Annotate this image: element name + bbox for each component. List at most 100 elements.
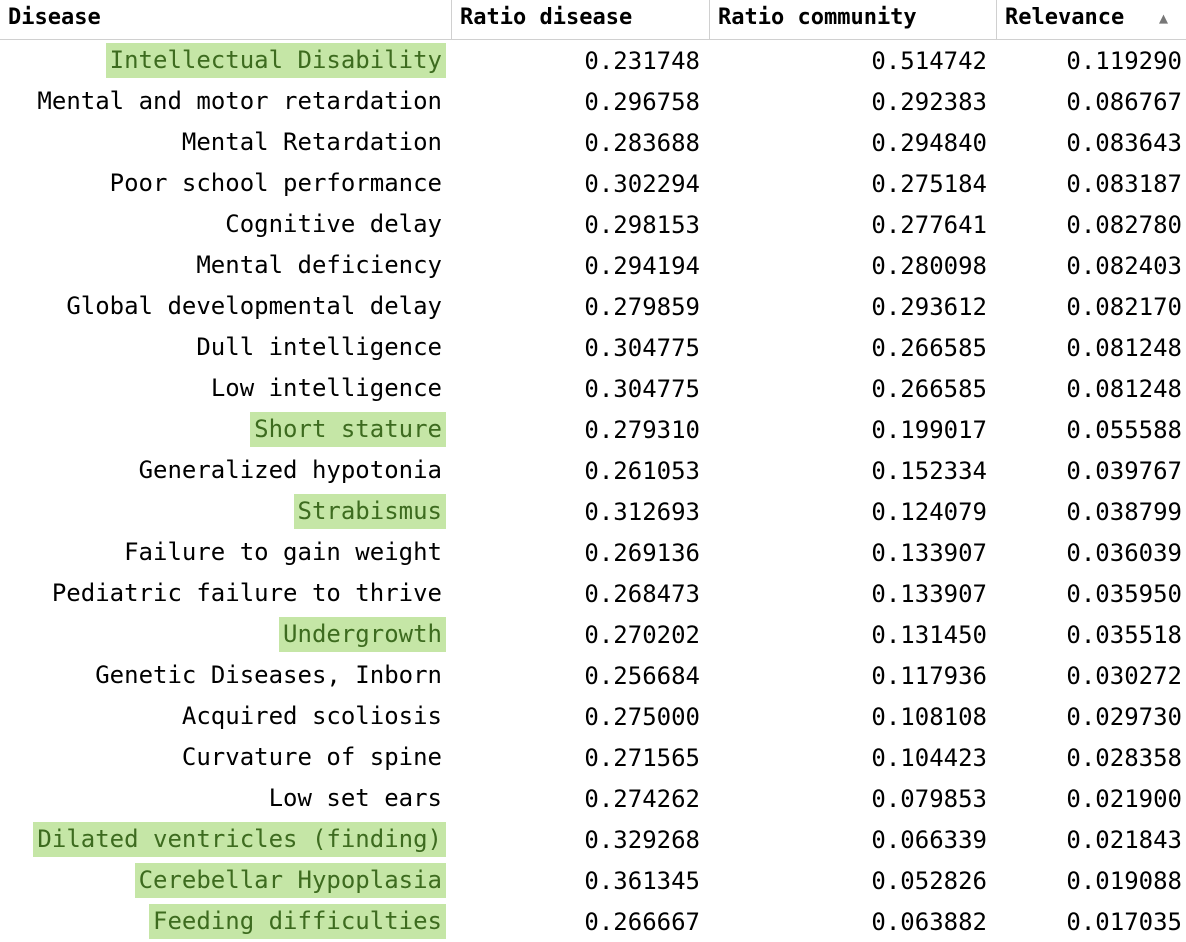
cell-disease: Cerebellar Hypoplasia xyxy=(0,863,452,898)
disease-name: Low intelligence xyxy=(210,374,442,402)
table-row[interactable]: Mental and motor retardation 0.296758 0.29… xyxy=(0,81,1186,122)
cell-ratio-disease: 0.256684 xyxy=(584,661,700,690)
cell-relevance: 0.021900 xyxy=(1066,784,1182,813)
cell-disease: Cognitive delay xyxy=(0,207,452,242)
cell-ratio-disease: 0.271565 xyxy=(584,743,700,772)
cell-relevance: 0.017035 xyxy=(1066,907,1182,936)
cell-ratio-community: 0.133907 xyxy=(871,538,987,567)
cell-relevance: 0.083187 xyxy=(1066,169,1182,198)
column-header-ratio-disease[interactable]: Ratio disease xyxy=(452,0,710,40)
table-row[interactable]: Strabismus 0.312693 0.124079 0.038799 xyxy=(0,491,1186,532)
cell-ratio-community: 0.108108 xyxy=(871,702,987,731)
cell-relevance: 0.119290 xyxy=(1066,46,1182,75)
table-row[interactable]: Cognitive delay 0.298153 0.277641 0.082780 xyxy=(0,204,1186,245)
cell-relevance: 0.039767 xyxy=(1066,456,1182,485)
column-header-relevance[interactable]: Relevance ▲ xyxy=(997,0,1186,40)
cell-disease: Genetic Diseases, Inborn xyxy=(0,658,452,693)
cell-ratio-community: 0.277641 xyxy=(871,210,987,239)
disease-name-highlighted: Dilated ventricles (finding) xyxy=(33,822,446,857)
cell-disease: Short stature xyxy=(0,412,452,447)
table-row[interactable]: Short stature 0.279310 0.199017 0.055588 xyxy=(0,409,1186,450)
cell-relevance: 0.038799 xyxy=(1066,497,1182,526)
cell-relevance: 0.035950 xyxy=(1066,579,1182,608)
cell-ratio-disease: 0.361345 xyxy=(584,866,700,895)
cell-relevance: 0.019088 xyxy=(1066,866,1182,895)
table-header: Disease Ratio disease Ratio community Re… xyxy=(0,0,1186,40)
cell-disease: Poor school performance xyxy=(0,166,452,201)
table-row[interactable]: Failure to gain weight 0.269136 0.133907 0.… xyxy=(0,532,1186,573)
cell-disease: Dilated ventricles (finding) xyxy=(0,822,452,857)
cell-ratio-disease: 0.304775 xyxy=(584,374,700,403)
cell-ratio-disease: 0.274262 xyxy=(584,784,700,813)
table-row[interactable]: Pediatric failure to thrive 0.268473 0.133… xyxy=(0,573,1186,614)
cell-ratio-community: 0.280098 xyxy=(871,251,987,280)
disease-name: Poor school performance xyxy=(109,169,442,197)
cell-ratio-disease: 0.275000 xyxy=(584,702,700,731)
table-row[interactable]: Dilated ventricles (finding) 0.329268 0.06… xyxy=(0,819,1186,860)
cell-ratio-disease: 0.269136 xyxy=(584,538,700,567)
cell-disease: Undergrowth xyxy=(0,617,452,652)
table-row[interactable]: Dull intelligence 0.304775 0.266585 0.08124… xyxy=(0,327,1186,368)
cell-ratio-community: 0.294840 xyxy=(871,128,987,157)
table-row[interactable]: Curvature of spine 0.271565 0.104423 0.0283… xyxy=(0,737,1186,778)
disease-name: Dull intelligence xyxy=(196,333,442,361)
cell-ratio-disease: 0.268473 xyxy=(584,579,700,608)
cell-relevance: 0.028358 xyxy=(1066,743,1182,772)
cell-disease: Low intelligence xyxy=(0,371,452,406)
column-header-ratio-community[interactable]: Ratio community xyxy=(710,0,997,40)
table-row[interactable]: Cerebellar Hypoplasia 0.361345 0.052826 0.0… xyxy=(0,860,1186,901)
cell-disease: Dull intelligence xyxy=(0,330,452,365)
cell-disease: Curvature of spine xyxy=(0,740,452,775)
table-row[interactable]: Intellectual Disability 0.231748 0.514742 0… xyxy=(0,40,1186,81)
cell-ratio-disease: 0.294194 xyxy=(584,251,700,280)
cell-relevance: 0.081248 xyxy=(1066,333,1182,362)
table-row[interactable]: Generalized hypotonia 0.261053 0.152334 0.0… xyxy=(0,450,1186,491)
table-row[interactable]: Acquired scoliosis 0.275000 0.108108 0.0297… xyxy=(0,696,1186,737)
cell-ratio-community: 0.293612 xyxy=(871,292,987,321)
cell-relevance: 0.082170 xyxy=(1066,292,1182,321)
cell-ratio-community: 0.133907 xyxy=(871,579,987,608)
column-header-label: Relevance xyxy=(1005,5,1125,30)
table-row[interactable]: Mental deficiency 0.294194 0.280098 0.08240… xyxy=(0,245,1186,286)
cell-ratio-disease: 0.279310 xyxy=(584,415,700,444)
table-row[interactable]: Global developmental delay 0.279859 0.2936… xyxy=(0,286,1186,327)
cell-disease: Failure to gain weight xyxy=(0,535,452,570)
cell-ratio-disease: 0.283688 xyxy=(584,128,700,157)
cell-relevance: 0.082403 xyxy=(1066,251,1182,280)
cell-ratio-disease: 0.298153 xyxy=(584,210,700,239)
column-header-label: Ratio community xyxy=(718,5,917,30)
table-row[interactable]: Low intelligence 0.304775 0.266585 0.081248 xyxy=(0,368,1186,409)
disease-name: Failure to gain weight xyxy=(124,538,442,566)
cell-ratio-disease: 0.329268 xyxy=(584,825,700,854)
cell-disease: Mental Retardation xyxy=(0,125,452,160)
cell-relevance: 0.035518 xyxy=(1066,620,1182,649)
sort-ascending-icon[interactable]: ▲ xyxy=(1158,9,1168,27)
cell-relevance: 0.030272 xyxy=(1066,661,1182,690)
cell-disease: Low set ears xyxy=(0,781,452,816)
disease-name-highlighted: Undergrowth xyxy=(279,617,446,652)
cell-relevance: 0.036039 xyxy=(1066,538,1182,567)
cell-ratio-disease: 0.302294 xyxy=(584,169,700,198)
disease-name: Mental and motor retardation xyxy=(37,87,442,115)
table-row[interactable]: Low set ears 0.274262 0.079853 0.021900 xyxy=(0,778,1186,819)
table-row[interactable]: Genetic Diseases, Inborn 0.256684 0.117936… xyxy=(0,655,1186,696)
column-header-label: Ratio disease xyxy=(460,5,633,30)
cell-ratio-community: 0.104423 xyxy=(871,743,987,772)
cell-relevance: 0.021843 xyxy=(1066,825,1182,854)
cell-ratio-community: 0.066339 xyxy=(871,825,987,854)
cell-ratio-community: 0.052826 xyxy=(871,866,987,895)
disease-name: Mental deficiency xyxy=(196,251,442,279)
column-header-disease[interactable]: Disease xyxy=(0,0,452,40)
table-row[interactable]: Mental Retardation 0.283688 0.294840 0.0836… xyxy=(0,122,1186,163)
cell-ratio-disease: 0.266667 xyxy=(584,907,700,936)
cell-disease: Mental deficiency xyxy=(0,248,452,283)
disease-name: Pediatric failure to thrive xyxy=(51,579,442,607)
cell-ratio-community: 0.117936 xyxy=(871,661,987,690)
disease-name-highlighted: Cerebellar Hypoplasia xyxy=(134,863,446,898)
disease-name: Cognitive delay xyxy=(225,210,442,238)
table-row[interactable]: Feeding difficulties 0.266667 0.063882 0.01… xyxy=(0,901,1186,942)
table-row[interactable]: Undergrowth 0.270202 0.131450 0.035518 xyxy=(0,614,1186,655)
cell-relevance: 0.081248 xyxy=(1066,374,1182,403)
table-row[interactable]: Poor school performance 0.302294 0.275184 0… xyxy=(0,163,1186,204)
